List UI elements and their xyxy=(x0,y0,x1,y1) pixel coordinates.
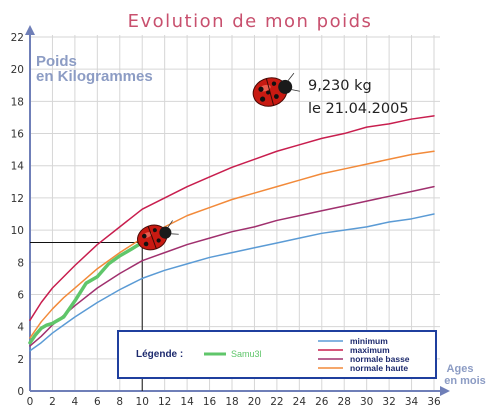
x-tick-label: 10 xyxy=(136,396,149,408)
y-tick-label: 12 xyxy=(11,193,24,205)
series-line-minimum xyxy=(29,213,435,352)
legend-label-normale-haute: normale haute xyxy=(350,363,408,373)
y-tick-label: 8 xyxy=(17,257,24,269)
legend-label-maximum: maximum xyxy=(350,345,390,355)
y-tick-label: 18 xyxy=(11,96,24,108)
x-tick-label: 28 xyxy=(338,396,351,408)
annotation-date: le 21.04.2005 xyxy=(308,101,409,117)
x-tick-label: 2 xyxy=(49,396,56,408)
x-tick-label: 0 xyxy=(27,396,34,408)
y-tick-label: 22 xyxy=(11,32,24,44)
annotation-weight: 9,230 kg xyxy=(308,78,372,94)
y-tick-label: 0 xyxy=(17,386,24,398)
legend-label-normale-basse: normale basse xyxy=(350,354,410,364)
series-lines xyxy=(28,115,435,352)
x-tick-label: 36 xyxy=(427,396,441,408)
x-tick-label: 26 xyxy=(315,396,329,408)
y-axis-arrow-icon xyxy=(25,25,35,35)
legend-label-samu3l: Samu3l xyxy=(231,349,262,359)
tick-labels: 0 2 4 6 8 10 12 14 16 18 20 22 24 26 28 30 32 34 360246810… xyxy=(11,32,441,408)
x-axis-label-line2: en mois xyxy=(444,375,486,387)
x-tick-label: 14 xyxy=(180,396,194,408)
y-tick-label: 4 xyxy=(17,322,24,334)
series-line-maximum xyxy=(29,115,435,321)
legend-box xyxy=(117,330,437,379)
x-tick-label: 34 xyxy=(405,396,419,408)
y-axis-label-line1: Poids xyxy=(36,53,77,70)
x-tick-label: 6 xyxy=(94,396,101,408)
axes xyxy=(25,25,450,396)
x-tick-label: 12 xyxy=(158,396,171,408)
x-tick-label: 8 xyxy=(116,396,123,408)
legend-title: Légende : xyxy=(136,349,183,360)
legend: Légende : Samu3l minimum maximum normale… xyxy=(117,330,437,379)
y-tick-label: 20 xyxy=(11,64,24,76)
series-line-normale-haute xyxy=(29,150,435,339)
series-line-samu3l xyxy=(28,240,144,345)
ladybug-marker-icon xyxy=(137,220,179,251)
legend-label-minimum: minimum xyxy=(350,336,388,346)
x-tick-label: 18 xyxy=(225,396,238,408)
y-tick-label: 14 xyxy=(11,161,25,173)
y-tick-label: 2 xyxy=(17,354,24,366)
y-axis-label-line2: en Kilogrammes xyxy=(36,68,153,85)
x-tick-label: 30 xyxy=(360,396,373,408)
x-tick-label: 16 xyxy=(203,396,217,408)
y-tick-label: 16 xyxy=(11,129,25,141)
y-tick-label: 6 xyxy=(17,289,24,301)
x-tick-label: 32 xyxy=(382,396,395,408)
x-axis-label-line1: Ages xyxy=(447,363,474,375)
x-tick-label: 22 xyxy=(270,396,283,408)
x-axis-arrow-icon xyxy=(440,386,450,396)
ladybug-icon xyxy=(252,72,300,107)
chart-title: Evolution de mon poids xyxy=(128,11,373,32)
x-tick-label: 20 xyxy=(248,396,261,408)
x-tick-label: 4 xyxy=(72,396,79,408)
x-tick-label: 24 xyxy=(293,396,307,408)
y-tick-label: 10 xyxy=(11,225,24,237)
